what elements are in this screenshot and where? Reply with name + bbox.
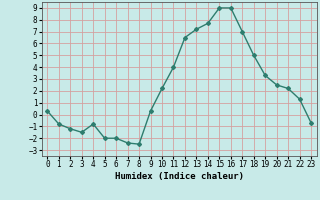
X-axis label: Humidex (Indice chaleur): Humidex (Indice chaleur) bbox=[115, 172, 244, 181]
